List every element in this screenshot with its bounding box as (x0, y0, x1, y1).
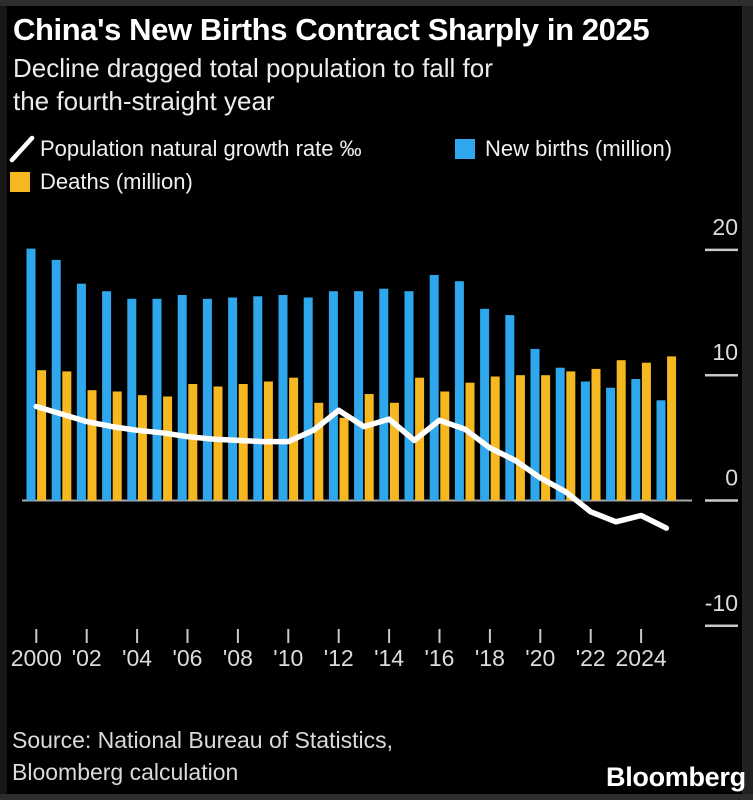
bar-births-2012 (328, 291, 338, 501)
x-axis-label-2020: '20 (525, 645, 555, 671)
bar-births-2015 (404, 291, 414, 501)
bar-deaths-2006 (188, 384, 198, 501)
x-axis-label-2014: '14 (374, 645, 404, 671)
bar-births-2004 (127, 298, 137, 501)
x-axis-label-2018: '18 (475, 645, 505, 671)
bar-deaths-2012 (339, 417, 349, 501)
bar-births-2001 (51, 259, 61, 501)
bar-deaths-2013 (364, 394, 374, 501)
bar-deaths-2000 (37, 370, 47, 501)
bar-births-2021 (555, 367, 565, 501)
bar-deaths-2011 (314, 402, 324, 501)
legend-label-deaths: Deaths (million) (40, 169, 193, 194)
bar-deaths-2007 (213, 386, 223, 501)
top-edge-strip (0, 0, 753, 6)
x-axis-label-2012: '12 (324, 645, 354, 671)
source-note: Source: National Bureau of Statistics, B… (12, 724, 393, 788)
chart-subtitle: Decline dragged total population to fall… (13, 52, 713, 118)
growth-rate-line-icon (9, 135, 35, 163)
y-axis-label-20: 20 (712, 214, 738, 240)
bar-deaths-2022 (591, 368, 601, 501)
bar-deaths-2014 (389, 402, 399, 501)
right-edge-strip (742, 6, 753, 794)
bar-deaths-2023 (616, 360, 626, 501)
chart-title: China's New Births Contract Sharply in 2… (13, 12, 650, 47)
bar-births-2007 (202, 298, 212, 501)
x-axis-label-2024: 2024 (616, 645, 667, 671)
bar-births-2024 (631, 379, 641, 501)
bar-births-2002 (76, 283, 86, 501)
bottom-edge-strip (0, 794, 753, 800)
x-axis-label-2010: '10 (273, 645, 303, 671)
bloomberg-logo: Bloomberg (606, 762, 746, 792)
deaths-swatch-icon (10, 172, 30, 192)
growth-rate-line (33, 403, 670, 531)
bar-deaths-2017 (465, 382, 475, 501)
bar-births-2020 (530, 348, 540, 501)
bar-births-2023 (606, 387, 616, 501)
legend-label-growth-rate: Population natural growth rate ‰ (40, 136, 362, 161)
x-axis-label-2016: '16 (425, 645, 455, 671)
x-axis-label-2008: '08 (223, 645, 253, 671)
bar-deaths-2002 (87, 390, 97, 501)
x-axis-label-2002: '02 (72, 645, 102, 671)
y-axis-label-10: 10 (712, 339, 738, 365)
chart-subtitle-line1: Decline dragged total population to fall… (13, 53, 493, 83)
x-axis-label-2004: '04 (122, 645, 152, 671)
bar-births-2008 (228, 297, 238, 501)
source-line1: Source: National Bureau of Statistics, (12, 727, 393, 753)
bar-births-2014 (379, 288, 389, 501)
bar-deaths-2024 (641, 362, 651, 501)
bar-births-2005 (152, 298, 162, 501)
x-axis-label-2022: '22 (576, 645, 606, 671)
bar-births-2009 (253, 296, 263, 501)
bar-births-2013 (354, 291, 364, 501)
bar-births-2016 (429, 275, 439, 501)
bar-deaths-2019 (515, 375, 525, 501)
source-line2: Bloomberg calculation (12, 759, 239, 785)
bar-births-2006 (177, 295, 187, 501)
left-edge-strip (0, 6, 7, 794)
bar-deaths-2004 (137, 395, 147, 501)
bar-births-2003 (102, 291, 112, 501)
bar-deaths-2020 (541, 375, 551, 501)
bar-deaths-2018 (490, 376, 500, 501)
bar-births-2010 (278, 295, 288, 501)
bar-births-2018 (480, 308, 490, 501)
y-axis-label--10: -10 (705, 590, 738, 616)
bar-births-2000 (26, 248, 36, 501)
bar-births-2017 (454, 281, 464, 501)
bar-deaths-2005 (163, 396, 173, 501)
bar-deaths-2021 (566, 371, 576, 501)
bar-births-2025 (656, 400, 666, 501)
bar-deaths-2001 (62, 371, 72, 501)
bar-deaths-2025 (667, 356, 677, 501)
y-axis-label-0: 0 (725, 465, 738, 491)
x-axis-label-2000: 2000 (11, 645, 62, 671)
x-axis-label-2006: '06 (173, 645, 203, 671)
bar-deaths-2016 (440, 391, 450, 501)
chart-subtitle-line2: the fourth-straight year (13, 86, 275, 116)
legend-label-new-births: New births (million) (485, 136, 673, 161)
bar-births-2011 (303, 297, 313, 501)
bar-births-2019 (505, 315, 515, 501)
new-births-swatch-icon (455, 139, 475, 159)
bar-deaths-2003 (112, 391, 122, 501)
bar-births-2022 (580, 381, 590, 501)
